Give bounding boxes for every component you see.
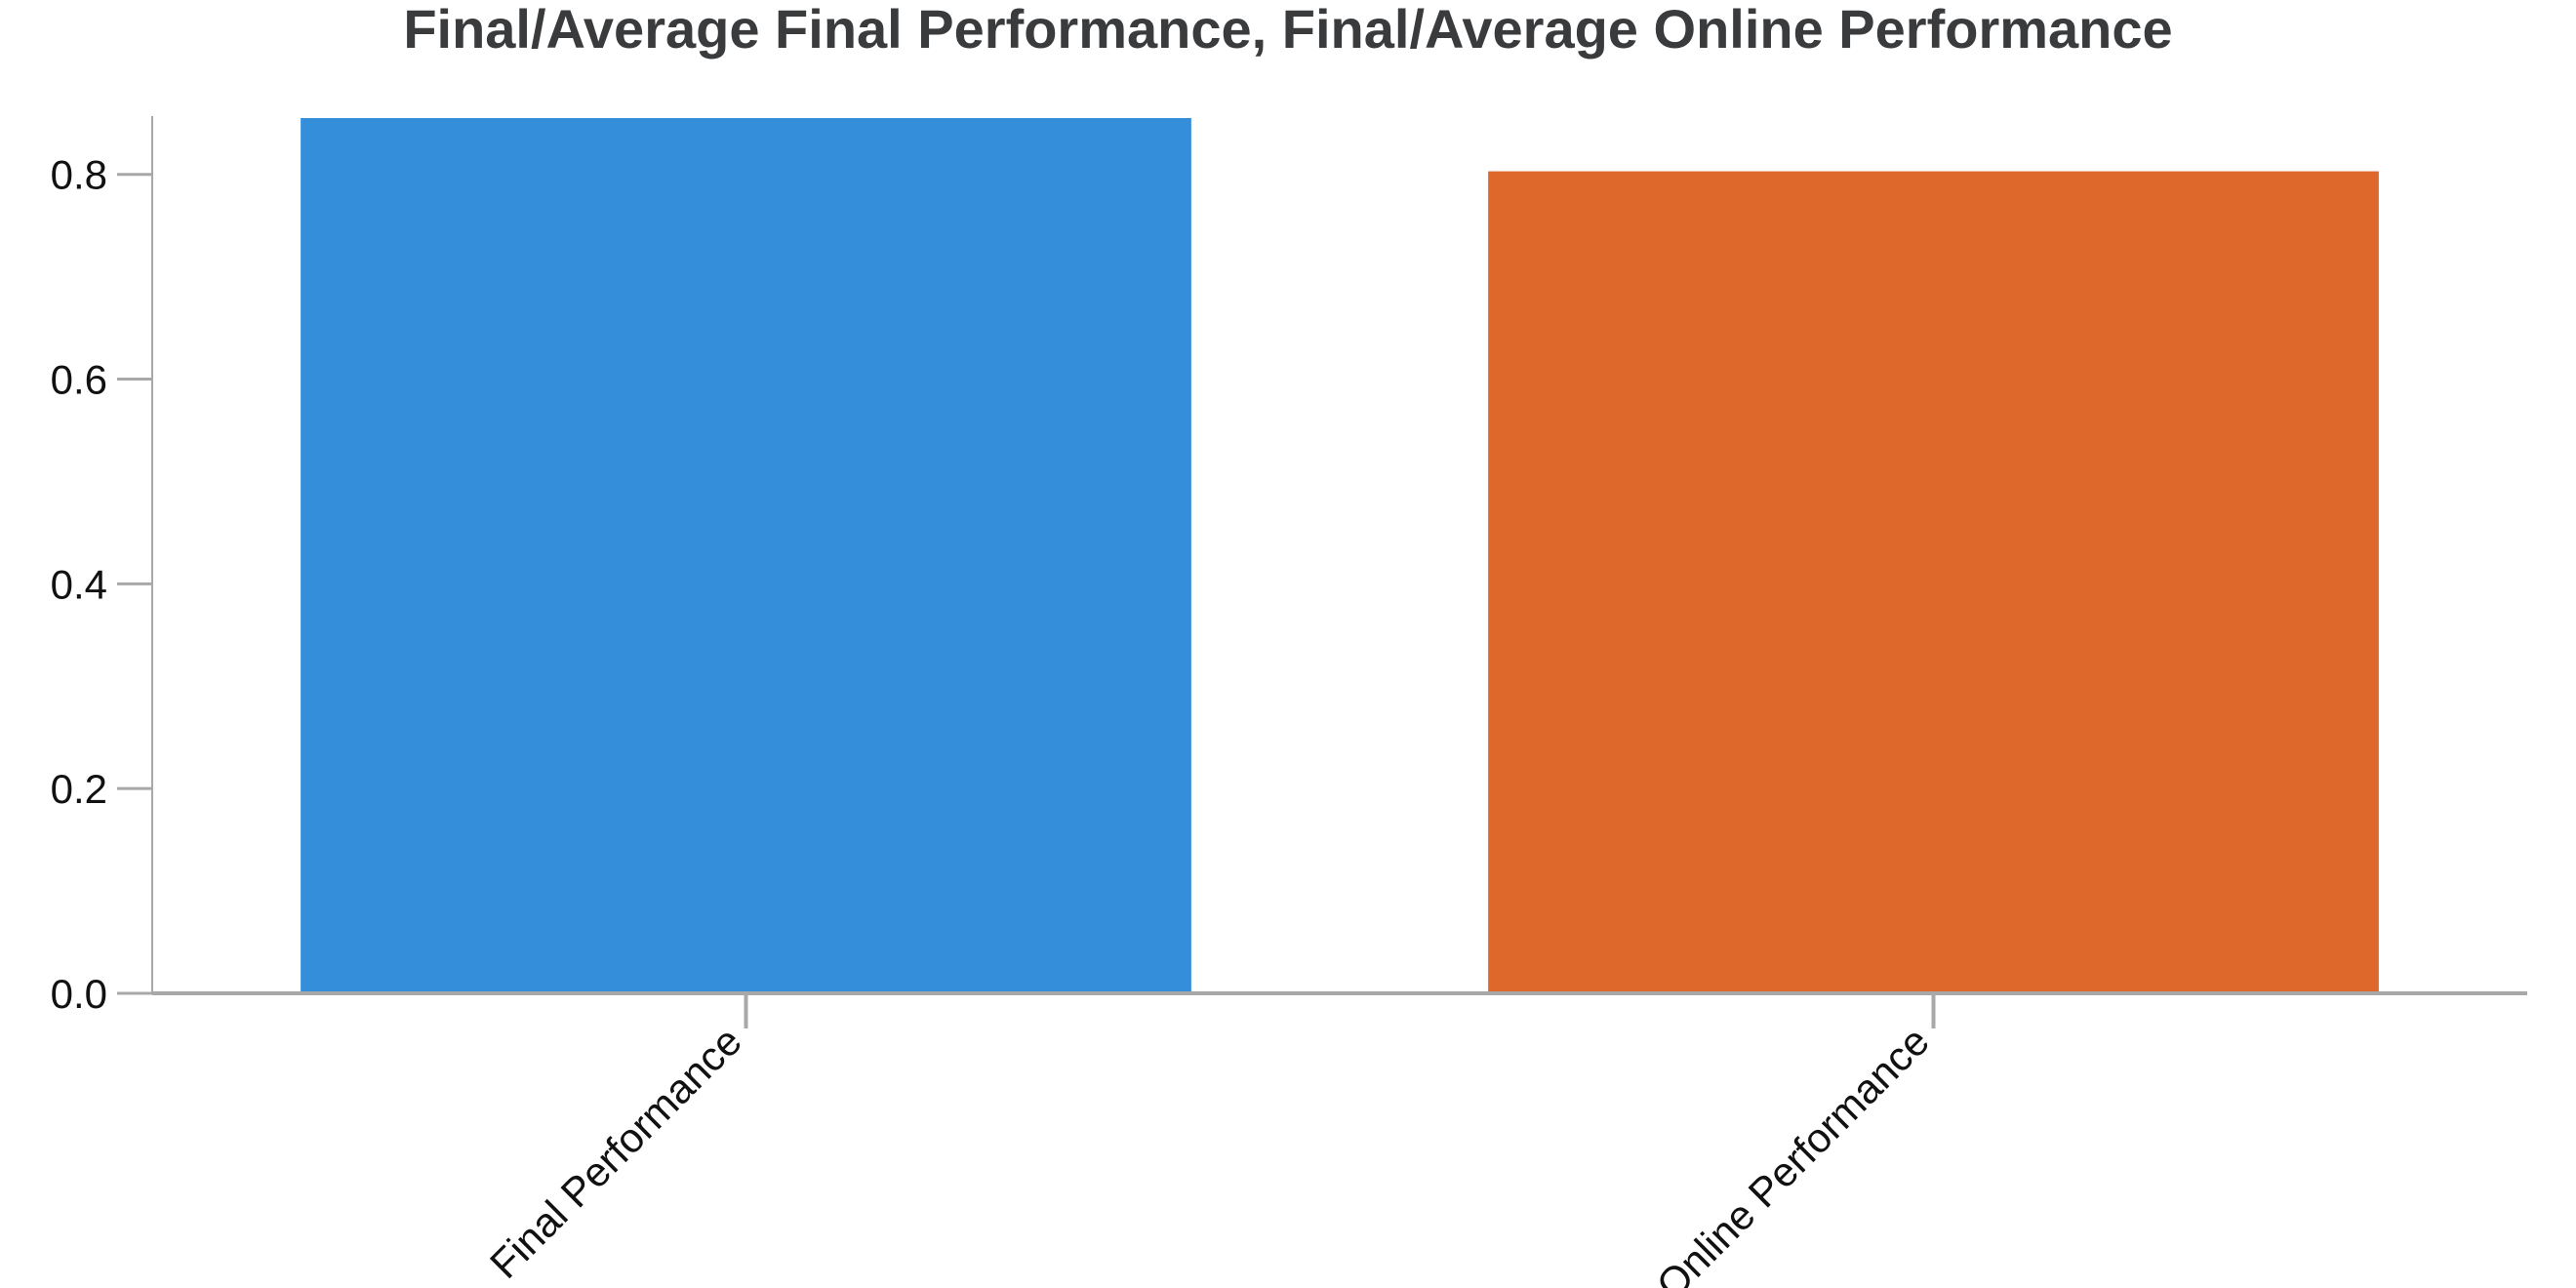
- x-axis: Final Performance Online Performance: [152, 991, 2527, 1288]
- y-tick-label: 0.8: [51, 152, 107, 198]
- y-axis: 0.0 0.2 0.4 0.6 0.8: [51, 116, 153, 1017]
- x-tick-label: Online Performance: [1648, 1018, 1938, 1288]
- bars-layer: [301, 118, 2379, 993]
- chart-title: Final/Average Final Performance, Final/A…: [403, 0, 2172, 60]
- y-tick-label: 0.6: [51, 357, 107, 403]
- y-tick-label: 0.4: [51, 561, 107, 607]
- bar-final-performance: [301, 118, 1191, 993]
- bar-online-performance: [1488, 171, 2379, 993]
- x-tick-label: Final Performance: [481, 1018, 750, 1287]
- y-tick-label: 0.0: [51, 971, 107, 1017]
- y-tick-label: 0.2: [51, 766, 107, 812]
